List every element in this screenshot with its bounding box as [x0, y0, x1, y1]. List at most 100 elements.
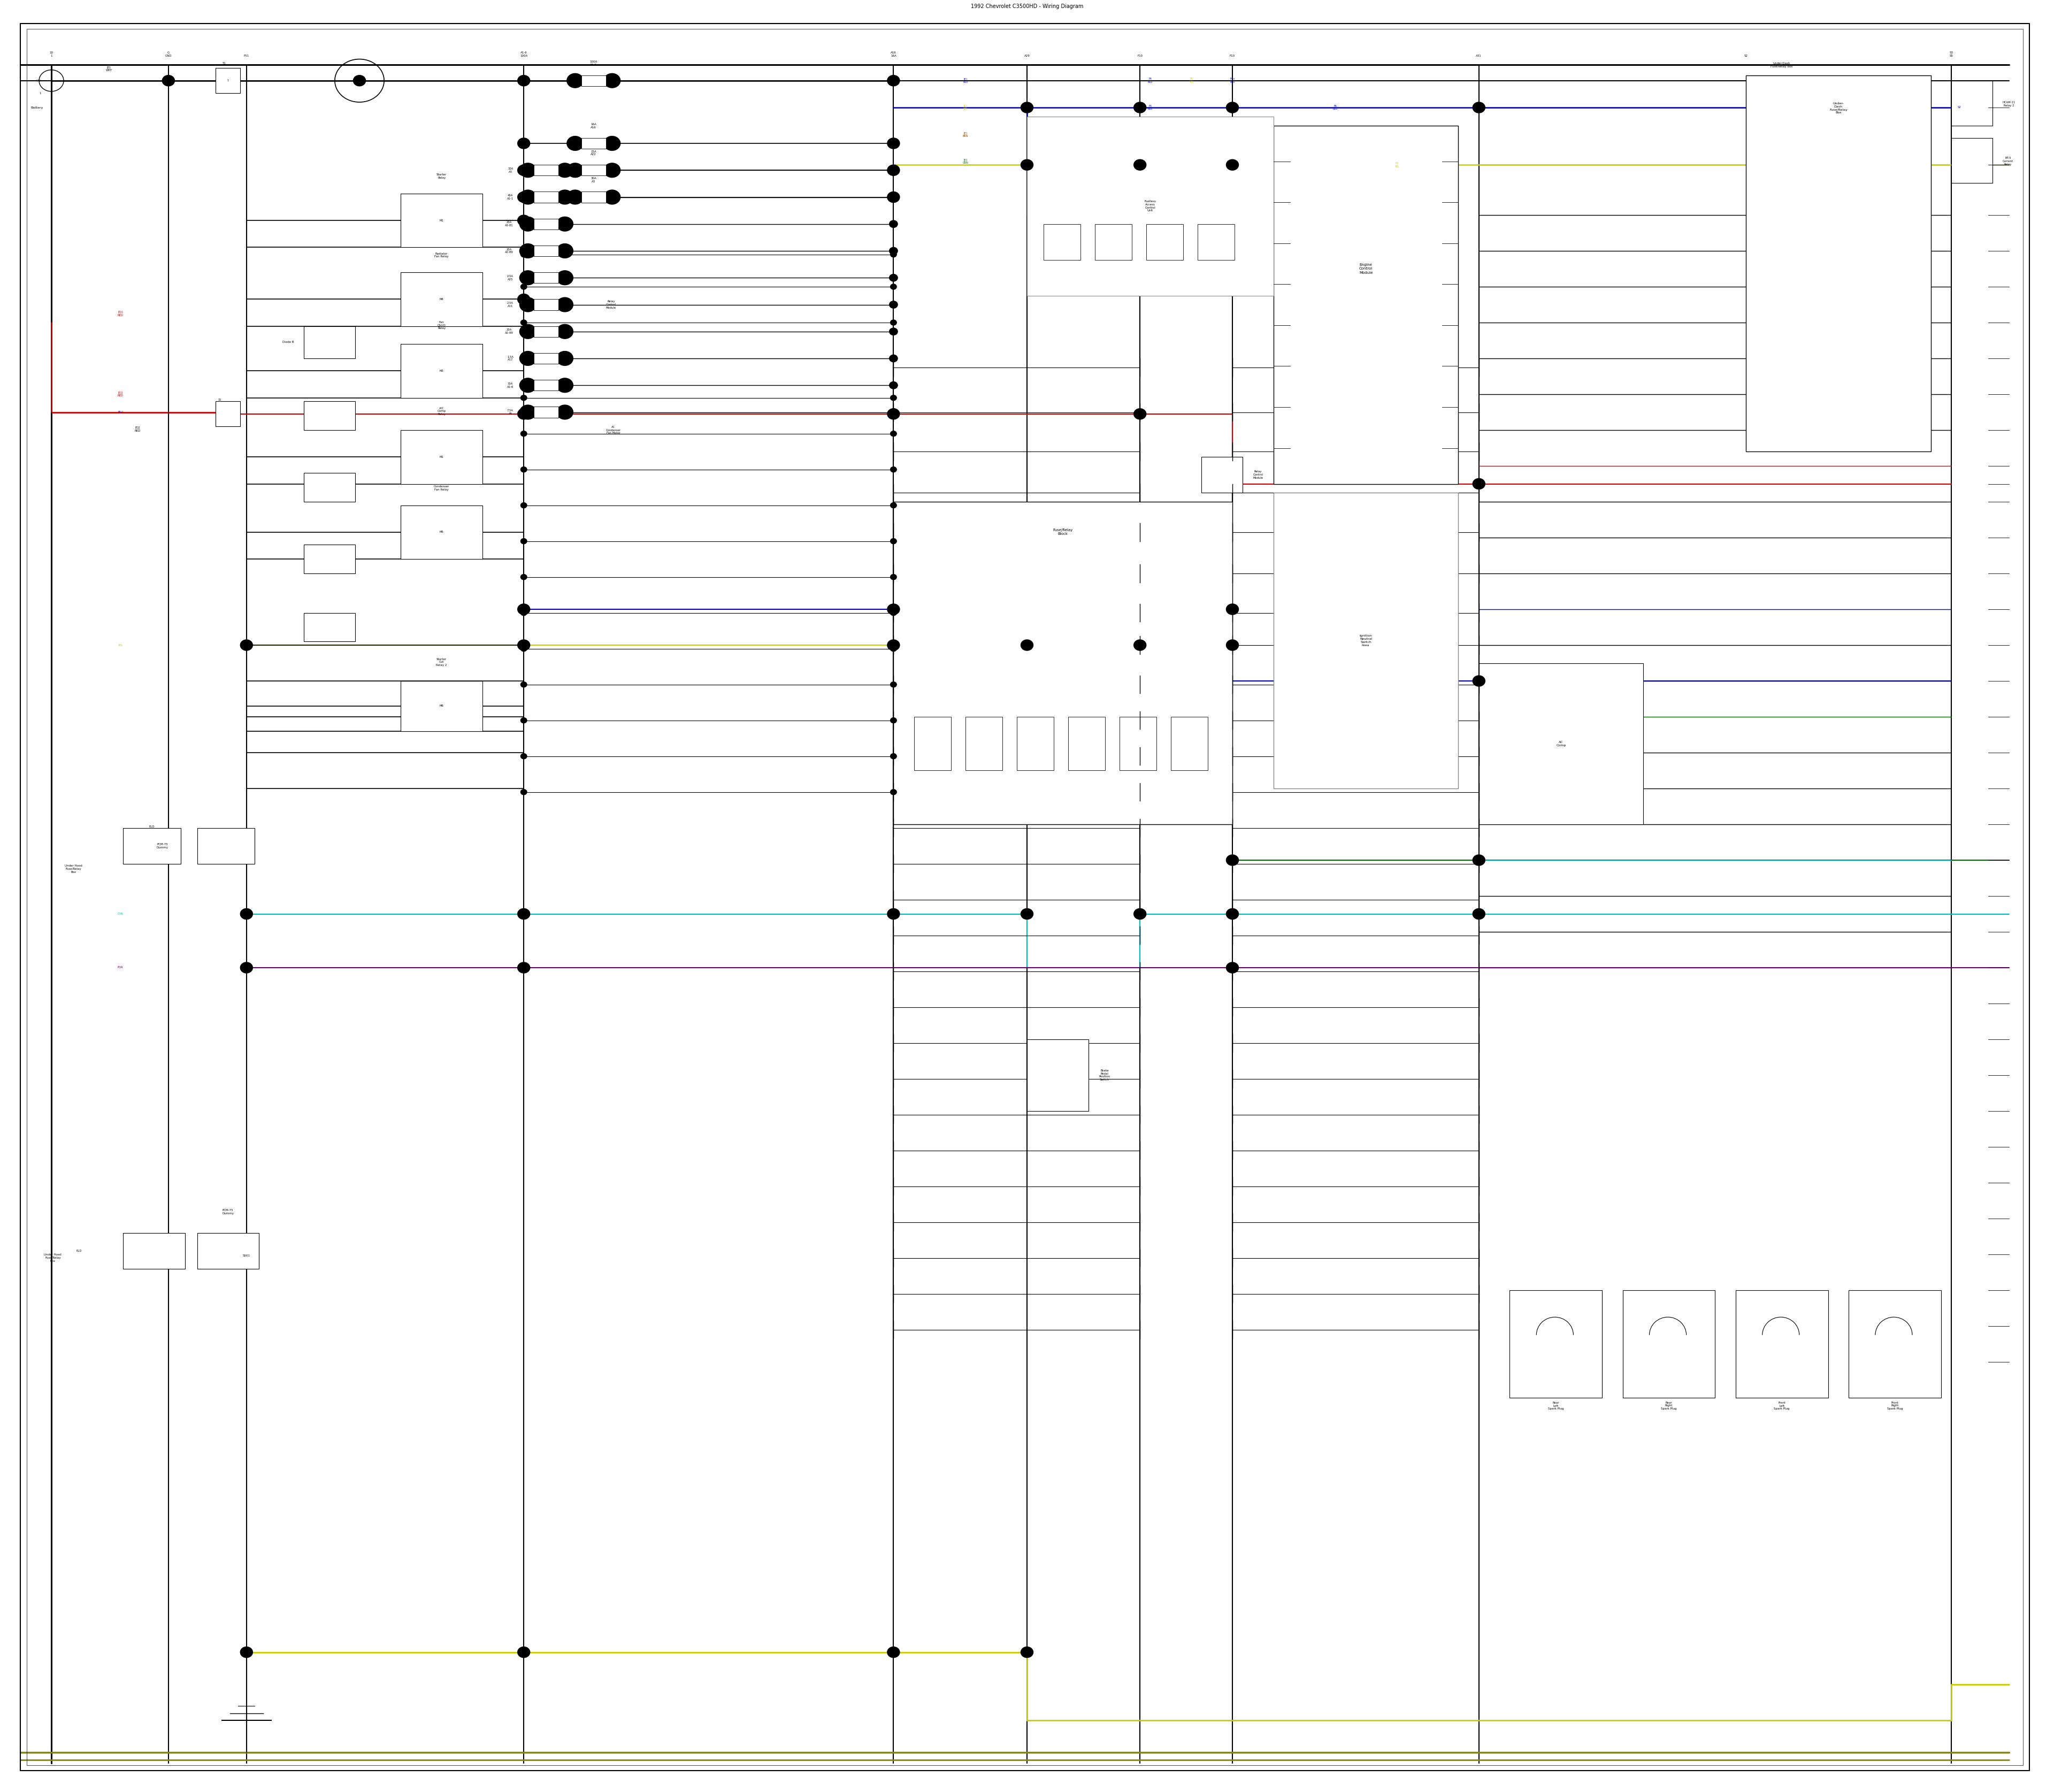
- Circle shape: [522, 645, 526, 650]
- Text: F4+
BLU: F4+ BLU: [1230, 77, 1234, 84]
- Text: 40A
A2-1: 40A A2-1: [507, 194, 514, 201]
- Bar: [534, 299, 559, 310]
- Circle shape: [240, 909, 253, 919]
- Circle shape: [520, 271, 536, 285]
- Circle shape: [520, 382, 528, 389]
- Circle shape: [518, 604, 530, 615]
- Bar: [1951, 81, 1992, 125]
- Bar: [1197, 224, 1234, 260]
- Circle shape: [522, 609, 526, 615]
- Text: 30A
A2-6: 30A A2-6: [507, 382, 514, 389]
- Bar: [534, 165, 559, 176]
- Bar: [1736, 1290, 1828, 1398]
- Text: ELD: ELD: [76, 1249, 82, 1253]
- Text: M6: M6: [440, 704, 444, 708]
- Circle shape: [557, 190, 573, 204]
- Bar: [197, 828, 255, 864]
- Circle shape: [887, 1647, 900, 1658]
- Text: YEL: YEL: [119, 643, 123, 647]
- Bar: [1119, 717, 1156, 771]
- Circle shape: [518, 409, 530, 419]
- Text: Starter
Relay: Starter Relay: [438, 174, 446, 179]
- Circle shape: [522, 319, 526, 326]
- Bar: [304, 326, 355, 358]
- Text: Under-Dash
Fuse/Relay Box: Under-Dash Fuse/Relay Box: [1771, 63, 1793, 68]
- Circle shape: [520, 163, 536, 177]
- Bar: [1017, 717, 1054, 771]
- Bar: [1043, 224, 1080, 260]
- Bar: [914, 717, 951, 771]
- Bar: [304, 401, 355, 430]
- Circle shape: [520, 244, 536, 258]
- Circle shape: [522, 539, 526, 545]
- Circle shape: [891, 645, 896, 650]
- Bar: [534, 353, 559, 364]
- Bar: [965, 717, 1002, 771]
- Circle shape: [1134, 640, 1146, 650]
- Bar: [1171, 717, 1208, 771]
- Circle shape: [567, 190, 583, 204]
- Circle shape: [889, 247, 898, 254]
- Circle shape: [520, 194, 528, 201]
- Bar: [401, 194, 483, 247]
- Text: Ignition
Neutral
Switch
Area: Ignition Neutral Switch Area: [1360, 634, 1372, 647]
- Text: 2.5A
A11: 2.5A A11: [507, 301, 514, 308]
- Bar: [401, 272, 483, 326]
- Bar: [1273, 125, 1458, 484]
- Text: Under Hood
Fuse/Relay
Box: Under Hood Fuse/Relay Box: [43, 1254, 62, 1262]
- Bar: [197, 1233, 259, 1269]
- Text: M5: M5: [440, 530, 444, 534]
- Circle shape: [557, 163, 573, 177]
- Circle shape: [520, 378, 536, 392]
- Circle shape: [891, 788, 896, 796]
- Circle shape: [1021, 102, 1033, 113]
- Text: 7.5A
A5: 7.5A A5: [507, 409, 514, 416]
- Circle shape: [1134, 159, 1146, 170]
- Text: 20A
A2-89: 20A A2-89: [505, 247, 514, 254]
- Circle shape: [889, 355, 898, 362]
- Text: PUR: PUR: [117, 966, 123, 969]
- Bar: [1146, 224, 1183, 260]
- Circle shape: [891, 283, 896, 289]
- Text: Radiator
Fan Relay: Radiator Fan Relay: [435, 253, 448, 258]
- Circle shape: [522, 753, 526, 760]
- Text: [E]
GRN: [E] GRN: [963, 158, 967, 165]
- Circle shape: [162, 75, 175, 86]
- Bar: [123, 828, 181, 864]
- Circle shape: [1226, 159, 1239, 170]
- Text: F51: F51: [244, 56, 249, 57]
- Circle shape: [889, 274, 898, 281]
- Circle shape: [891, 394, 896, 400]
- Bar: [123, 1233, 185, 1269]
- Circle shape: [522, 253, 526, 258]
- Text: G
GND: G GND: [164, 52, 173, 57]
- Circle shape: [518, 215, 530, 226]
- Circle shape: [887, 909, 900, 919]
- Text: A1-6
100A: A1-6 100A: [520, 52, 528, 57]
- Bar: [581, 165, 606, 176]
- Text: Fuelless
Access
Control
Unit: Fuelless Access Control Unit: [1144, 201, 1156, 211]
- Text: T1: T1: [222, 63, 226, 65]
- Circle shape: [889, 409, 898, 416]
- Text: Battery: Battery: [31, 106, 43, 109]
- Circle shape: [522, 504, 526, 509]
- Circle shape: [520, 297, 536, 312]
- Circle shape: [1226, 640, 1239, 650]
- Text: Front
Left
Spark Plug: Front Left Spark Plug: [1775, 1401, 1789, 1410]
- Circle shape: [557, 217, 573, 231]
- Circle shape: [557, 271, 573, 285]
- Circle shape: [1021, 159, 1033, 170]
- Bar: [1951, 138, 1992, 183]
- Text: M4: M4: [440, 297, 444, 301]
- Text: 30A
A3: 30A A3: [592, 177, 596, 183]
- Circle shape: [520, 324, 536, 339]
- Bar: [534, 380, 559, 391]
- Circle shape: [520, 409, 528, 416]
- Text: Engine
Control
Module: Engine Control Module: [1360, 263, 1372, 274]
- Circle shape: [604, 73, 620, 88]
- Bar: [401, 344, 483, 398]
- Circle shape: [1134, 409, 1146, 419]
- Text: BT-5
Current
Relay: BT-5 Current Relay: [2003, 158, 2013, 165]
- Text: Starter
Cut
Relay 2: Starter Cut Relay 2: [435, 658, 448, 667]
- Text: 100A
A1-6: 100A A1-6: [589, 61, 598, 66]
